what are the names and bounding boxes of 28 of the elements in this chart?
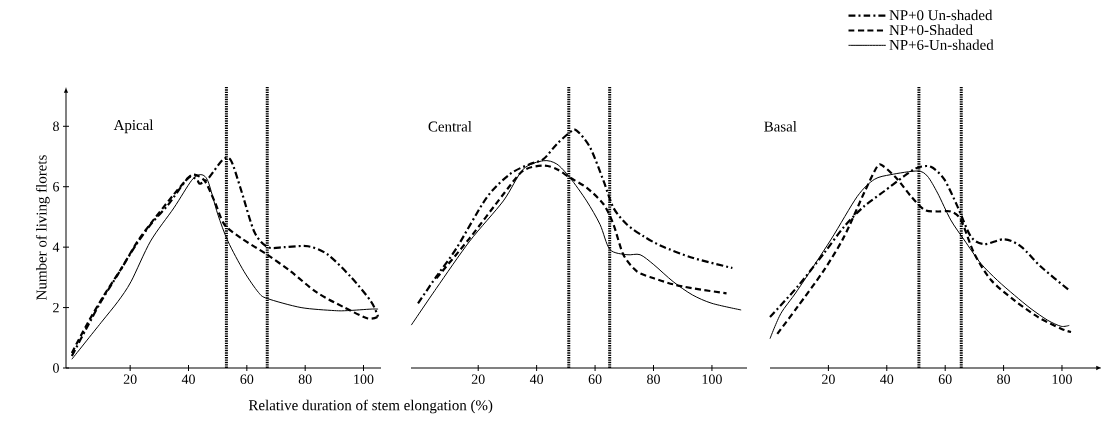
x-tick-label: 20 — [822, 374, 835, 384]
x-tick-label: 20 — [123, 374, 137, 384]
x-tick-label: 100 — [354, 374, 374, 384]
x-axis-title: Relative duration of stem elongation (%) — [248, 399, 493, 414]
x-tick-label: 20 — [471, 374, 485, 384]
x-tick-label: 40 — [181, 374, 195, 384]
y-tick-label: 0 — [53, 363, 59, 373]
x-tick-label: 60 — [588, 374, 602, 384]
y-axis-title: Number of living florets — [35, 155, 50, 300]
x-tick-label: 80 — [997, 374, 1011, 384]
y-tick-label: 8 — [53, 121, 59, 131]
text: Basal — [764, 121, 797, 132]
text: Apical — [113, 119, 154, 134]
legend-label: NP+0 Un-shaded — [889, 9, 993, 21]
legend-label: NP+0-Shaded — [889, 24, 973, 36]
x-tick-label: 80 — [298, 374, 312, 384]
x-tick-label: 100 — [1052, 374, 1072, 384]
x-tick-label: 100 — [702, 374, 722, 384]
x-tick-label: 40 — [529, 374, 544, 384]
x-tick-label: 80 — [647, 374, 660, 384]
legend-label: NP+6-Un-shaded — [889, 39, 994, 50]
x-tick-label: 60 — [938, 374, 952, 384]
y-tick-label: 2 — [53, 302, 59, 313]
x-tick-label: 60 — [240, 374, 254, 384]
x-tick-label: 40 — [880, 374, 894, 384]
y-tick-label: 4 — [52, 242, 60, 252]
text: Central — [428, 121, 472, 132]
y-tick-label: 6 — [53, 182, 60, 192]
